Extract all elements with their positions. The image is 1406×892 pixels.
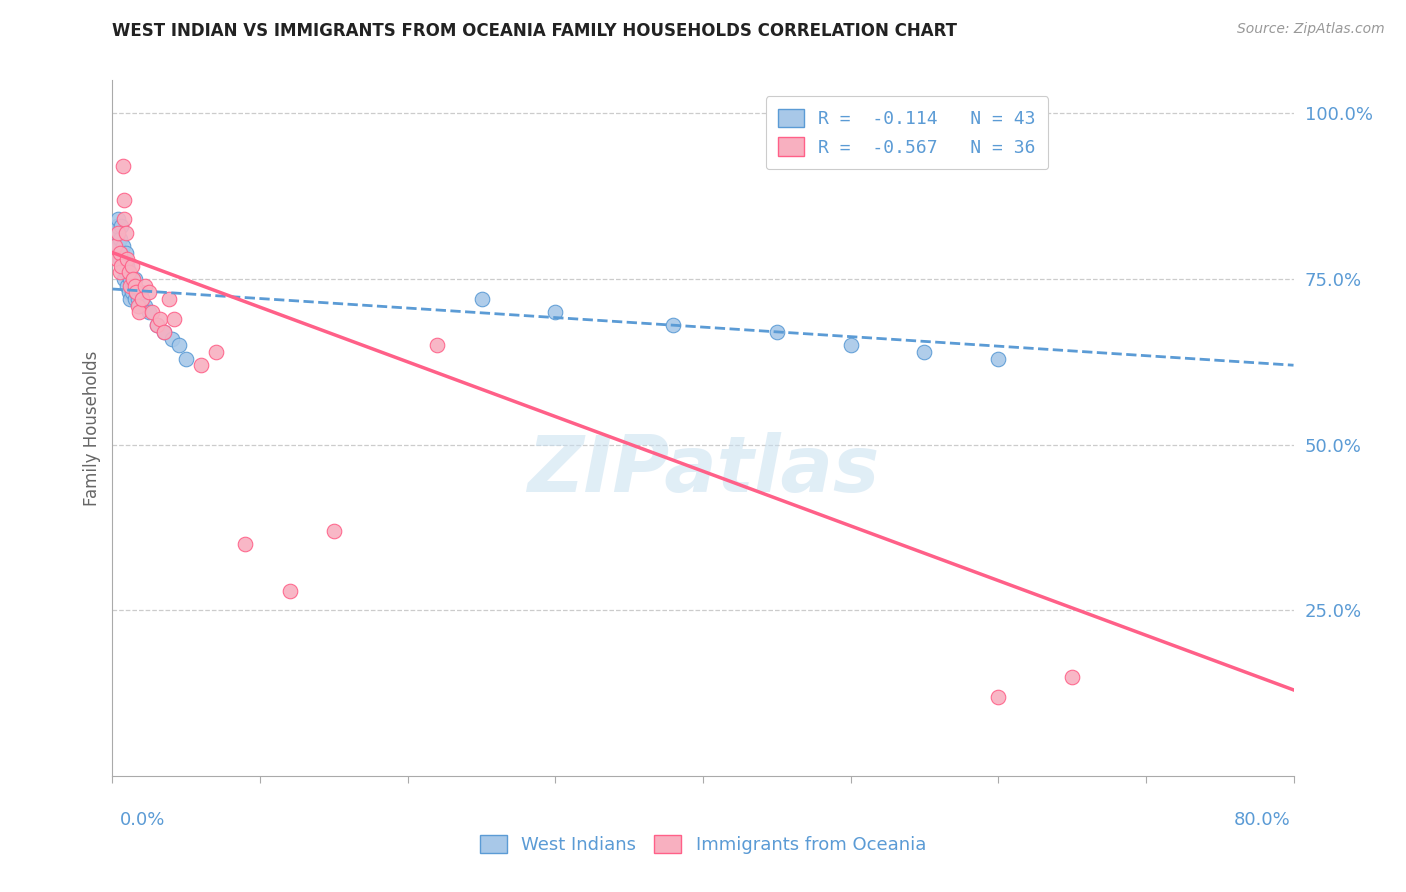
Point [190, 358, 212, 372]
Point [131, 292, 153, 306]
Text: 80.0%: 80.0% [1234, 811, 1291, 829]
Point [128, 299, 150, 313]
Point [1062, 670, 1084, 684]
Point [118, 265, 141, 279]
Point [426, 338, 449, 352]
Point [105, 219, 128, 233]
Point [105, 252, 128, 267]
Point [134, 278, 156, 293]
Point [112, 252, 135, 267]
Text: 0.0%: 0.0% [120, 811, 165, 829]
Point [110, 245, 132, 260]
Text: ZIPatlas: ZIPatlas [527, 432, 879, 508]
Point [138, 285, 160, 300]
Point [914, 345, 936, 359]
Point [662, 318, 685, 333]
Point [117, 259, 138, 273]
Point [125, 285, 148, 300]
Point [766, 325, 789, 339]
Point [127, 299, 149, 313]
Point [278, 583, 301, 598]
Text: Source: ZipAtlas.com: Source: ZipAtlas.com [1237, 22, 1385, 37]
Point [839, 338, 862, 352]
Point [987, 351, 1010, 366]
Point [108, 252, 131, 267]
Point [107, 239, 129, 253]
Point [104, 239, 127, 253]
Point [122, 272, 145, 286]
Point [108, 245, 131, 260]
Point [110, 219, 132, 233]
Point [128, 305, 150, 319]
Point [127, 292, 149, 306]
Point [544, 305, 567, 319]
Point [108, 232, 131, 246]
Point [124, 278, 146, 293]
Point [120, 272, 142, 286]
Point [167, 338, 190, 352]
Point [233, 537, 256, 551]
Point [129, 285, 152, 300]
Point [107, 212, 129, 227]
Point [153, 325, 176, 339]
Point [117, 278, 138, 293]
Point [114, 245, 136, 260]
Point [131, 292, 153, 306]
Point [470, 292, 494, 306]
Point [174, 351, 197, 366]
Point [163, 311, 186, 326]
Legend: R =  -0.114   N = 43, R =  -0.567   N = 36: R = -0.114 N = 43, R = -0.567 N = 36 [766, 96, 1049, 169]
Point [157, 292, 180, 306]
Y-axis label: Family Households: Family Households [83, 351, 101, 506]
Point [112, 272, 135, 286]
Point [120, 292, 142, 306]
Point [120, 278, 142, 293]
Point [114, 265, 136, 279]
Point [104, 226, 127, 240]
Legend: West Indians, Immigrants from Oceania: West Indians, Immigrants from Oceania [471, 826, 935, 863]
Point [121, 285, 143, 300]
Point [118, 265, 141, 279]
Point [146, 318, 169, 333]
Point [153, 325, 176, 339]
Point [112, 212, 135, 227]
Point [146, 318, 169, 333]
Point [160, 332, 183, 346]
Point [117, 252, 138, 267]
Point [107, 226, 129, 240]
Point [108, 265, 131, 279]
Point [149, 311, 172, 326]
Point [124, 292, 146, 306]
Point [114, 226, 136, 240]
Point [323, 524, 346, 538]
Point [125, 285, 148, 300]
Point [111, 259, 134, 273]
Point [141, 305, 163, 319]
Point [118, 285, 141, 300]
Point [122, 278, 145, 293]
Text: WEST INDIAN VS IMMIGRANTS FROM OCEANIA FAMILY HOUSEHOLDS CORRELATION CHART: WEST INDIAN VS IMMIGRANTS FROM OCEANIA F… [112, 22, 957, 40]
Point [124, 272, 146, 286]
Point [110, 259, 132, 273]
Point [111, 160, 134, 174]
Point [121, 259, 143, 273]
Point [112, 193, 135, 207]
Point [205, 345, 228, 359]
Point [138, 305, 160, 319]
Point [111, 239, 134, 253]
Point [987, 690, 1010, 704]
Point [134, 299, 156, 313]
